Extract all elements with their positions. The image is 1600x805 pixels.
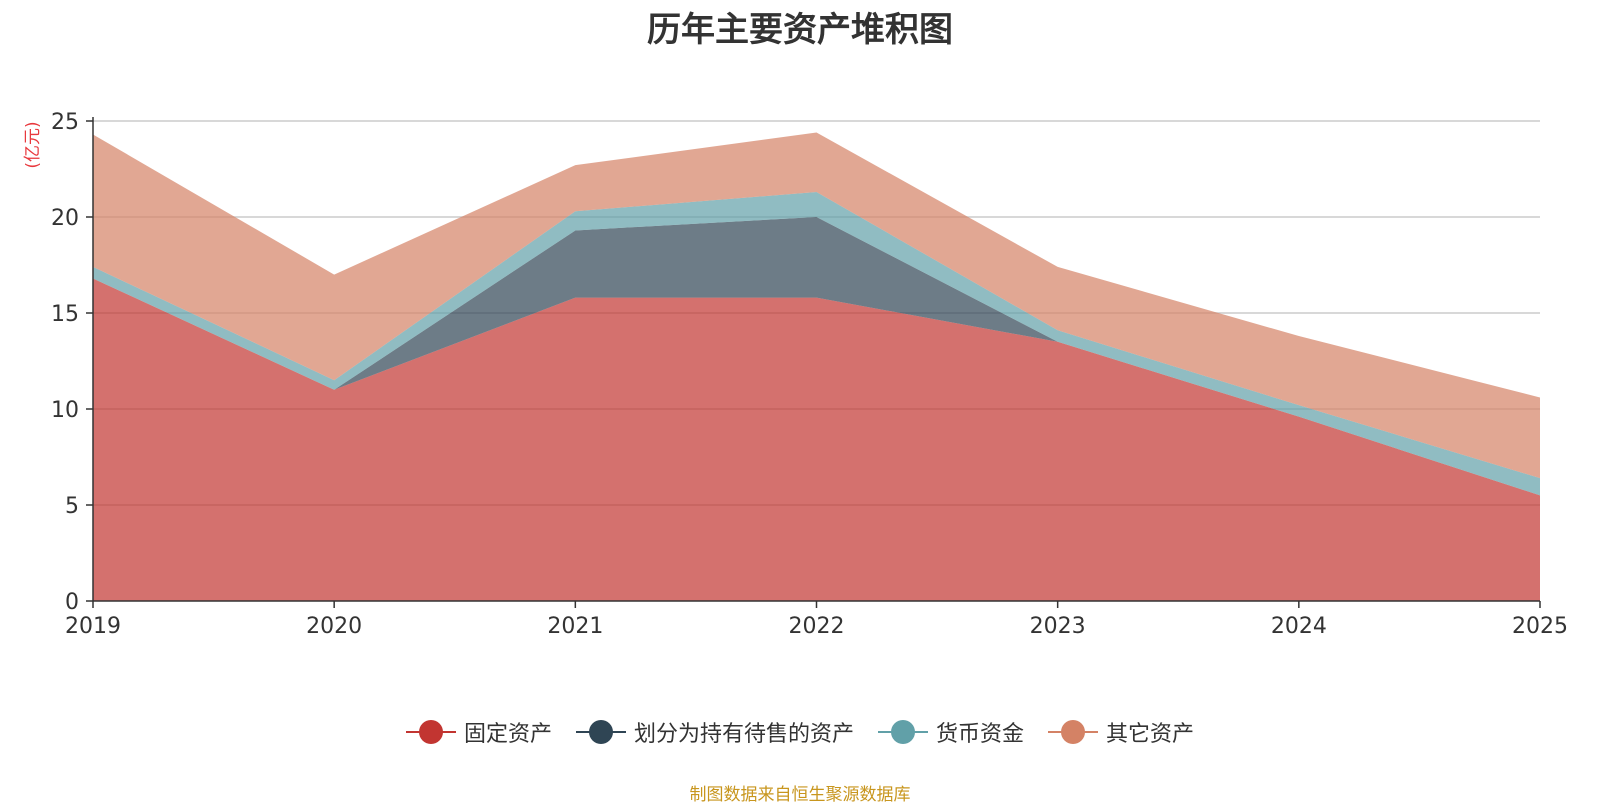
y-tick-label-0: 0 <box>65 590 79 615</box>
x-tick-label-2025: 2025 <box>1512 614 1568 639</box>
legend-marker-icon <box>405 720 456 744</box>
chart-legend: 固定资产 划分为持有待售的资产 货币资金 其它资产 <box>0 716 1600 748</box>
x-tick-label-2024: 2024 <box>1271 614 1327 639</box>
chart-title: 历年主要资产堆积图 <box>647 10 953 50</box>
legend-item-0[interactable]: 固定资产 <box>405 716 552 748</box>
legend-item-1[interactable]: 划分为持有待售的资产 <box>575 716 854 748</box>
data-source-note: 制图数据来自恒生聚源数据库 <box>689 785 911 805</box>
legend-item-3[interactable]: 其它资产 <box>1048 716 1194 748</box>
y-axis-unit-label: (亿元) <box>23 121 43 168</box>
y-tick-label-10: 10 <box>51 398 79 423</box>
area-series-1 <box>93 217 1540 496</box>
y-tick-label-20: 20 <box>51 206 79 231</box>
x-tick-label-2023: 2023 <box>1030 614 1086 639</box>
x-tick-label-2019: 2019 <box>65 614 121 639</box>
legend-label: 货币资金 <box>936 722 1025 747</box>
y-tick-label-25: 25 <box>51 110 79 135</box>
y-tick-label-5: 5 <box>65 494 79 519</box>
legend-label: 其它资产 <box>1106 722 1195 747</box>
legend-item-2[interactable]: 货币资金 <box>878 716 1024 748</box>
legend-marker-icon <box>575 720 626 744</box>
x-tick-label-2022: 2022 <box>789 614 845 639</box>
legend-label: 固定资产 <box>463 722 552 747</box>
legend-marker-icon <box>1048 720 1099 744</box>
x-tick-label-2021: 2021 <box>547 614 603 639</box>
legend-label: 划分为持有待售的资产 <box>633 722 854 747</box>
area-series-3 <box>93 132 1540 479</box>
legend-marker-icon <box>878 720 928 744</box>
x-tick-label-2020: 2020 <box>306 614 362 639</box>
area-series-0 <box>93 278 1540 601</box>
y-tick-label-15: 15 <box>51 302 79 327</box>
